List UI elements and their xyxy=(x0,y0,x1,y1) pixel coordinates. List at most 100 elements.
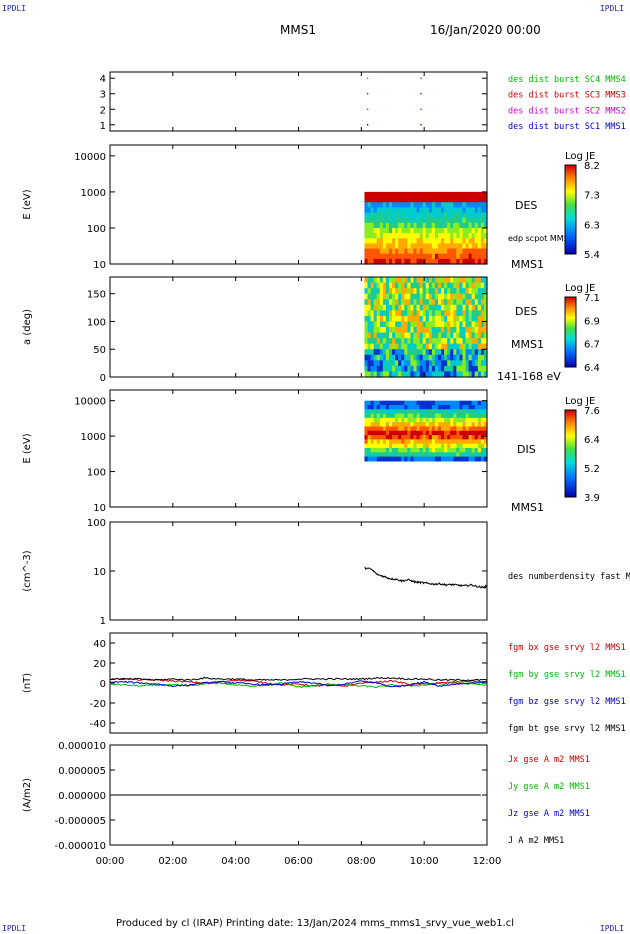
heatmap-cell xyxy=(385,354,390,361)
heatmap-cell xyxy=(370,248,375,255)
heatmap-cell xyxy=(462,422,467,428)
heatmap-cell xyxy=(444,360,448,367)
heatmap-cell xyxy=(471,338,476,345)
heatmap-cell xyxy=(441,222,445,229)
heatmap-cell xyxy=(376,365,381,373)
heatmap-cell xyxy=(416,447,421,453)
heatmap-cell xyxy=(379,212,384,219)
heatmap-cell xyxy=(441,310,445,317)
heatmap-cell xyxy=(416,413,421,419)
heatmap-cell xyxy=(367,248,372,255)
heatmap-cell xyxy=(459,315,464,323)
heatmap-cell xyxy=(388,299,393,306)
heatmap-cell xyxy=(468,365,473,373)
heatmap-cell xyxy=(474,354,479,361)
heatmap-cell xyxy=(413,452,418,458)
heatmap-cell xyxy=(388,315,393,323)
heatmap-cell xyxy=(395,456,399,462)
heatmap-cell xyxy=(385,343,390,350)
heatmap-cell xyxy=(474,191,479,198)
heatmap-cell xyxy=(483,288,488,295)
heatmap-cell xyxy=(367,452,372,458)
heatmap-cell xyxy=(416,435,421,440)
heatmap-cell xyxy=(447,452,451,458)
heatmap-cell xyxy=(422,430,427,436)
heatmap-cell xyxy=(419,422,424,428)
heatmap-cell xyxy=(395,304,399,311)
heatmap-cell xyxy=(450,422,454,428)
heatmap-cell xyxy=(398,197,402,203)
heatmap-cell xyxy=(364,439,369,445)
heatmap-cell xyxy=(483,304,488,311)
heatmap-cell xyxy=(480,258,485,265)
heatmap-cell xyxy=(447,248,451,255)
heatmap-cell xyxy=(401,413,405,419)
heatmap-cell xyxy=(447,321,451,328)
heatmap-cell xyxy=(434,217,439,224)
heatmap-cell xyxy=(465,248,470,255)
y-tick-label: 20 xyxy=(93,659,106,670)
heatmap-cell xyxy=(367,282,372,289)
heatmap-cell xyxy=(428,207,433,214)
heatmap-cell xyxy=(474,310,479,317)
heatmap-cell xyxy=(382,243,387,250)
heatmap-cell xyxy=(474,233,479,239)
heatmap-cell xyxy=(392,321,396,328)
heatmap-cell xyxy=(392,299,396,306)
heatmap-cell xyxy=(419,207,424,214)
heatmap-cell xyxy=(413,430,418,436)
heatmap-cell xyxy=(471,360,476,367)
heatmap-cell xyxy=(425,222,430,229)
heatmap-cell xyxy=(434,197,439,203)
y-tick-label: 1 xyxy=(100,121,106,132)
heatmap-cell xyxy=(459,282,464,289)
heatmap-cell xyxy=(474,299,479,306)
heatmap-cell xyxy=(413,447,418,453)
heatmap-cell xyxy=(450,430,454,436)
heatmap-cell xyxy=(480,332,485,339)
heatmap-cell xyxy=(385,253,390,260)
heatmap-cell xyxy=(407,299,412,306)
heatmap-cell xyxy=(450,338,454,345)
heatmap-cell xyxy=(404,343,408,350)
heatmap-cell xyxy=(382,452,387,458)
heatmap-cell xyxy=(425,299,430,306)
heatmap-cell xyxy=(364,426,369,432)
heatmap-cell xyxy=(373,426,378,432)
heatmap-cell xyxy=(364,447,369,453)
panel-right-label: MMS1 xyxy=(511,501,544,514)
heatmap-cell xyxy=(462,202,467,208)
legend-entry: des dist burst SC2 MMS2 xyxy=(508,106,626,116)
heatmap-cell xyxy=(477,197,482,203)
heatmap-cell xyxy=(444,422,448,428)
heatmap-cell xyxy=(373,430,378,436)
heatmap-cell xyxy=(376,238,381,244)
heatmap-cell xyxy=(477,238,482,244)
heatmap-cell xyxy=(410,349,415,356)
heatmap-cell xyxy=(382,310,387,317)
heatmap-cell xyxy=(376,315,381,323)
heatmap-cell xyxy=(410,354,415,361)
heatmap-cell xyxy=(453,310,457,317)
heatmap-cell xyxy=(364,404,369,410)
heatmap-cell xyxy=(447,456,451,462)
heatmap-cell xyxy=(444,315,448,323)
legend-entry: des numberdensity fast M xyxy=(508,572,630,582)
heatmap-cell xyxy=(392,222,396,229)
heatmap-cell xyxy=(404,426,408,432)
heatmap-cell xyxy=(471,293,476,300)
heatmap-cell xyxy=(431,217,436,224)
heatmap-cell xyxy=(468,217,473,224)
header-date: 16/Jan/2020 00:00 xyxy=(430,23,541,37)
heatmap-cell xyxy=(385,222,390,229)
heatmap-cell xyxy=(392,282,396,289)
heatmap-cell xyxy=(447,304,451,311)
heatmap-cell xyxy=(431,233,436,239)
heatmap-cell xyxy=(474,404,479,410)
heatmap-cell xyxy=(447,202,451,208)
heatmap-cell xyxy=(419,417,424,423)
heatmap-cell xyxy=(382,258,387,265)
heatmap-cell xyxy=(431,447,436,453)
heatmap-cell xyxy=(379,430,384,436)
